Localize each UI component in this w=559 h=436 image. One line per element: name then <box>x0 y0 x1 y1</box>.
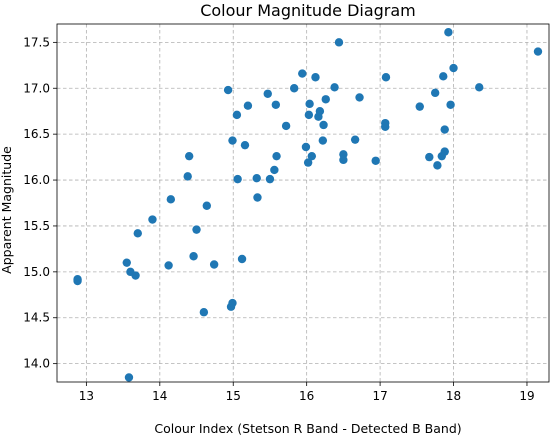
data-point <box>124 373 134 382</box>
data-point <box>430 88 440 98</box>
data-point <box>350 135 360 144</box>
data-point <box>252 174 261 183</box>
data-point <box>446 100 455 109</box>
data-point <box>321 95 330 104</box>
data-point <box>232 110 242 120</box>
x-axis-label: Colour Index (Stetson R Band - Detected … <box>154 421 461 436</box>
data-point <box>184 151 194 161</box>
data-point <box>233 174 242 184</box>
data-point <box>253 193 262 202</box>
chart-title: Colour Magnitude Diagram <box>200 1 416 20</box>
y-axis-label: Apparent Magnitude <box>0 146 14 274</box>
data-point <box>148 215 157 224</box>
data-point <box>192 225 201 234</box>
x-tick-label: 19 <box>519 389 534 403</box>
data-point <box>355 93 364 102</box>
y-tick-label: 15.5 <box>23 219 50 233</box>
data-point <box>237 254 247 264</box>
data-point <box>439 72 448 81</box>
data-point <box>209 260 219 269</box>
data-point <box>307 151 317 161</box>
data-point <box>133 229 142 238</box>
data-point <box>381 118 390 128</box>
data-points <box>73 28 543 382</box>
y-tick-label: 17.0 <box>23 81 50 95</box>
data-point <box>122 258 131 267</box>
data-point <box>289 84 299 93</box>
data-point <box>270 165 279 175</box>
data-point <box>311 73 320 82</box>
data-point <box>415 102 424 111</box>
data-point <box>319 120 328 130</box>
grid-lines <box>57 24 549 382</box>
data-point <box>304 110 314 120</box>
data-point <box>339 155 348 165</box>
data-point <box>315 107 325 116</box>
data-point <box>533 47 543 56</box>
data-point <box>240 140 250 150</box>
y-tick-label: 17.5 <box>23 35 50 49</box>
data-point <box>301 142 311 152</box>
x-tick-label: 18 <box>446 389 461 403</box>
plot-frame <box>56 23 550 383</box>
data-point <box>381 73 391 82</box>
data-point <box>440 125 449 134</box>
axis-ticks: 13 14 15 16 17 18 19 14.0 14.5 15.0 15.5 16.0 16.5 17… <box>23 35 534 403</box>
data-point <box>202 201 212 210</box>
x-tick-label: 14 <box>152 389 167 403</box>
data-point <box>131 271 140 280</box>
data-point <box>281 121 291 131</box>
data-point <box>440 147 449 156</box>
y-tick-label: 15.0 <box>23 265 50 279</box>
data-point <box>243 101 253 110</box>
x-tick-label: 15 <box>226 389 241 403</box>
data-point <box>305 99 314 109</box>
data-point <box>272 151 281 161</box>
x-tick-label: 16 <box>299 389 314 403</box>
data-point <box>223 85 233 95</box>
data-point <box>371 156 380 165</box>
data-point <box>265 174 275 184</box>
x-tick-label: 17 <box>372 389 387 403</box>
data-point <box>334 38 344 47</box>
data-point <box>183 172 192 181</box>
data-point <box>433 161 442 170</box>
data-point <box>166 195 176 204</box>
data-point <box>73 276 82 286</box>
y-tick-label: 14.5 <box>23 311 50 325</box>
y-tick-label: 16.5 <box>23 127 50 141</box>
data-point <box>444 28 453 37</box>
data-point <box>228 298 237 308</box>
data-point <box>263 89 272 98</box>
data-point <box>330 83 339 92</box>
data-point <box>271 100 281 109</box>
data-point <box>189 252 198 261</box>
data-point <box>303 158 313 167</box>
data-point <box>449 63 458 73</box>
data-point <box>298 69 307 78</box>
data-point <box>318 136 328 145</box>
y-tick-label: 16.0 <box>23 173 50 187</box>
data-point <box>425 152 434 162</box>
data-point <box>228 136 237 145</box>
data-point <box>164 261 173 270</box>
x-tick-label: 13 <box>79 389 94 403</box>
data-point <box>475 83 484 92</box>
y-tick-label: 14.0 <box>23 357 50 371</box>
data-point <box>199 308 209 317</box>
